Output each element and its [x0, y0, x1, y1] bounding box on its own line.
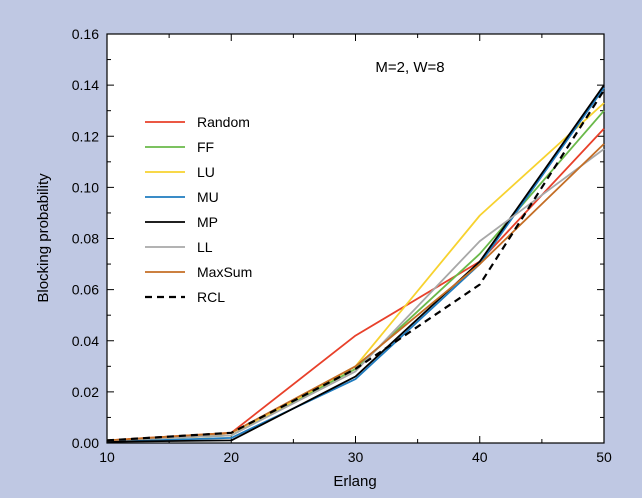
axis-ticks: [106, 33, 605, 444]
series-line-rcl: [106, 89, 605, 442]
legend-label-mp: MP: [197, 214, 218, 230]
y-tick-label: 0.00: [72, 435, 99, 451]
x-tick-label: 50: [596, 449, 612, 465]
legend-label-maxsum: MaxSum: [197, 264, 252, 280]
y-tick-label: 0.16: [72, 26, 99, 42]
y-tick-label: 0.06: [72, 282, 99, 298]
x-tick-labels: 10 20 30 40 50: [99, 449, 612, 465]
legend-label-mu: MU: [197, 189, 219, 205]
y-tick-label: 0.08: [72, 231, 99, 247]
series-lines: [106, 84, 605, 443]
x-axis-label: Erlang: [333, 473, 376, 490]
y-axis-label: Blocking probability: [35, 173, 52, 303]
series-line-mp: [106, 84, 605, 443]
x-tick-label: 30: [348, 449, 364, 465]
y-tick-label: 0.02: [72, 384, 99, 400]
plot-area: [106, 33, 605, 444]
legend-label-random: Random: [197, 114, 250, 130]
y-tick-label: 0.14: [72, 77, 99, 93]
legend-label-ll: LL: [197, 239, 213, 255]
series-line-mu: [106, 87, 605, 443]
x-tick-label: 20: [223, 449, 239, 465]
legend-label-rcl: RCL: [197, 289, 225, 305]
y-tick-label: 0.04: [72, 333, 99, 349]
x-tick-label: 10: [99, 449, 115, 465]
chart-annotation: M=2, W=8: [375, 59, 444, 76]
y-tick-label: 0.12: [72, 128, 99, 144]
legend-label-lu: LU: [197, 164, 215, 180]
series-line-maxsum: [106, 143, 605, 442]
legend: Random FF LU MU MP LL MaxSum RCL: [145, 114, 252, 305]
y-tick-label: 0.10: [72, 179, 99, 195]
series-line-ll: [106, 148, 605, 442]
y-tick-labels: 0.00 0.02 0.04 0.06 0.08 0.10 0.12 0.14 0.16: [72, 26, 99, 451]
legend-label-ff: FF: [197, 139, 214, 155]
x-tick-label: 40: [472, 449, 488, 465]
